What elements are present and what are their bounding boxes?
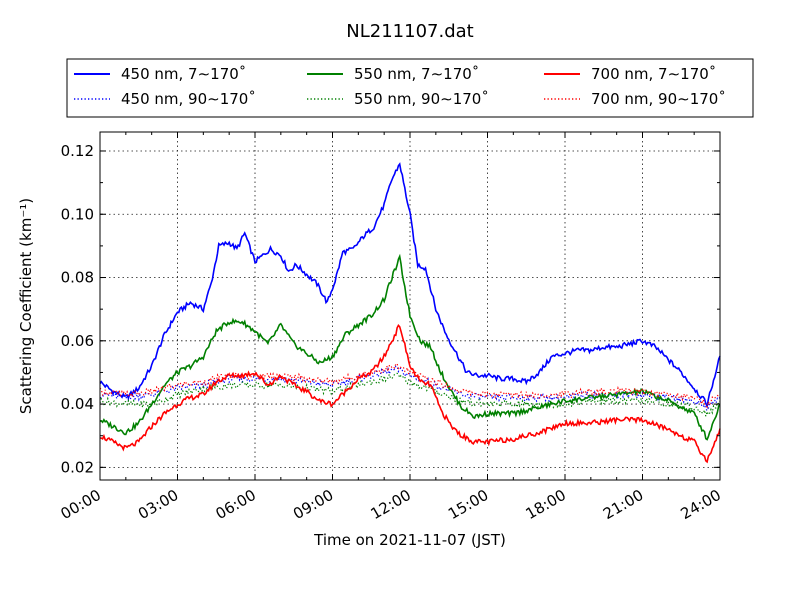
legend: 450 nm, 7∼170˚ 450 nm, 90∼170˚ 550 nm, 7∼1…: [66, 58, 754, 118]
x-tick-label: 09:00: [290, 486, 336, 523]
legend-label: 450 nm, 7∼170˚: [121, 65, 246, 83]
legend-label: 550 nm, 7∼170˚: [354, 65, 479, 83]
legend-box: [66, 58, 754, 118]
series-line: [99, 162, 721, 410]
series-line: [99, 253, 721, 441]
x-tick-label: 12:00: [368, 486, 414, 523]
y-axis-label: Scattering Coefficient (km⁻¹): [17, 198, 35, 414]
x-tick-label: 06:00: [213, 486, 259, 523]
y-tick-label: 0.10: [61, 205, 94, 223]
chart-title: NL211107.dat: [346, 21, 473, 42]
y-tick-label: 0.04: [61, 395, 94, 413]
y-tick-label: 0.12: [61, 142, 94, 160]
x-tick-label: 03:00: [135, 486, 181, 523]
ticks: 00:00 03:00 06:00 09:00 12:00 15:00 18:00 21:00…: [58, 132, 724, 523]
x-axis-label: Time on 2021-11-07 (JST): [313, 531, 506, 549]
x-tick-label: 15:00: [445, 486, 491, 523]
x-tick-label: 24:00: [678, 486, 724, 523]
legend-label: 700 nm, 90∼170˚: [591, 90, 726, 108]
legend-label: 550 nm, 90∼170˚: [354, 90, 489, 108]
y-tick-label: 0.06: [61, 332, 94, 350]
series-layer: [99, 162, 721, 464]
series-line: [99, 363, 721, 409]
y-tick-label: 0.02: [61, 458, 94, 476]
x-tick-label: 21:00: [600, 486, 646, 523]
series-line: [99, 324, 721, 464]
legend-label: 450 nm, 90∼170˚: [121, 90, 256, 108]
y-tick-label: 0.08: [61, 269, 94, 287]
legend-label: 700 nm, 7∼170˚: [591, 65, 716, 83]
x-tick-label: 00:00: [58, 486, 104, 523]
x-tick-label: 18:00: [523, 486, 569, 523]
